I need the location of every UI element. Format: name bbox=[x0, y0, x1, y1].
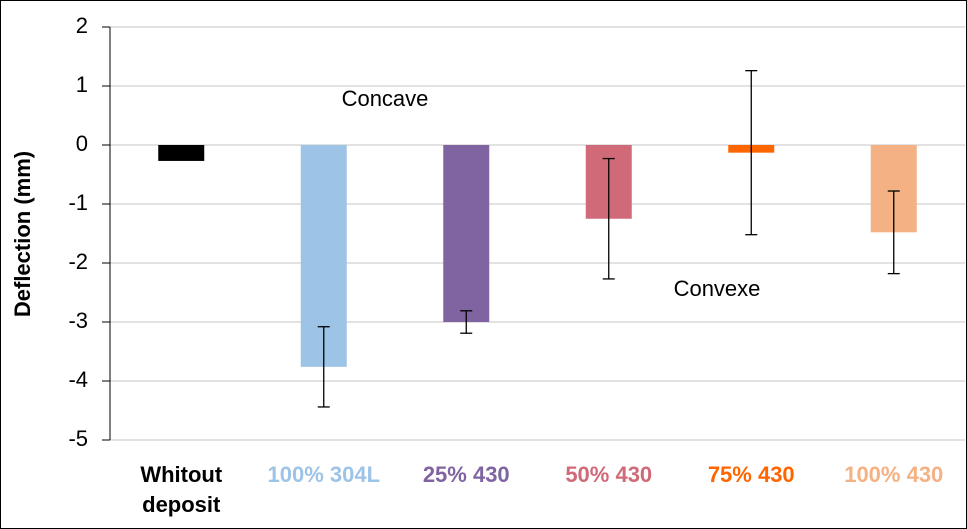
bar bbox=[158, 145, 205, 161]
x-tick-label: 100% 430 bbox=[844, 462, 944, 487]
y-tick-label: 0 bbox=[76, 131, 88, 156]
y-tick-label: 2 bbox=[76, 13, 88, 38]
bar bbox=[443, 145, 490, 322]
x-tick-label: 75% 430 bbox=[707, 462, 795, 487]
y-tick-label: -3 bbox=[68, 308, 88, 333]
y-tick-label: -1 bbox=[68, 190, 88, 215]
y-tick-label: -2 bbox=[68, 249, 88, 274]
y-tick-label: 1 bbox=[76, 72, 88, 97]
y-tick-label: -5 bbox=[68, 426, 88, 451]
x-tick-label: 50% 430 bbox=[565, 462, 653, 487]
x-tick-label: 100% 304L bbox=[267, 462, 381, 487]
annotation: Concave bbox=[342, 86, 429, 111]
y-tick-label: -4 bbox=[68, 367, 88, 392]
x-tick-label: 25% 430 bbox=[422, 462, 510, 487]
y-axis-label: Deflection (mm) bbox=[10, 151, 35, 317]
x-tick-label: Whitout deposit bbox=[140, 462, 223, 517]
annotation: Convexe bbox=[674, 276, 761, 301]
